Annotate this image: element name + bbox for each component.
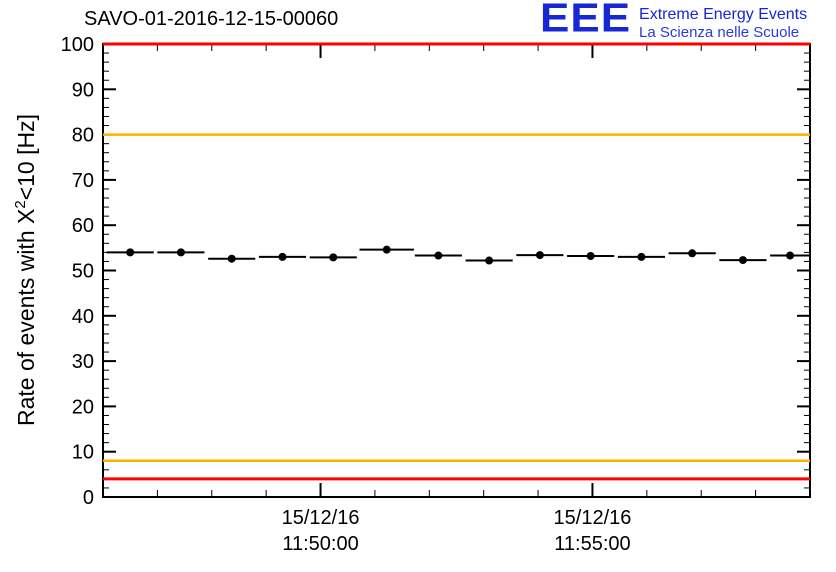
y-tick-label: 30: [72, 351, 94, 373]
logo-line-2: La Scienza nelle Scuole: [639, 24, 800, 41]
data-point: [535, 251, 544, 260]
y-tick-label: 20: [72, 396, 94, 418]
data-point: [637, 252, 646, 261]
y-tick-label: 60: [72, 215, 94, 237]
eee-logo: EEE Extreme Energy Events La Scienza nel…: [540, 0, 807, 42]
y-tick-label: 10: [72, 442, 94, 464]
data-point: [227, 254, 236, 263]
logo-line-1: Extreme Energy Events: [639, 6, 808, 23]
data-point: [786, 251, 795, 260]
chart-title: SAVO-01-2016-12-15-00060: [84, 8, 339, 30]
series-rate: [106, 245, 810, 265]
y-tick-label: 70: [72, 170, 94, 192]
data-point: [176, 248, 185, 257]
x-tick-date: 15/12/16: [554, 507, 632, 529]
y-tick-label: 40: [72, 306, 94, 328]
axis-ticks: [103, 43, 810, 498]
y-tick-label: 90: [72, 79, 94, 101]
data-point: [434, 251, 443, 260]
data-point: [329, 253, 338, 262]
y-tick-label: 50: [72, 261, 94, 283]
x-tick-time: 11:55:00: [554, 533, 630, 555]
y-tick-labels: 0 10 20 30 40 50 60 70 80 90 100: [61, 34, 94, 509]
x-tick-labels: 15/12/16 11:50:00 15/12/16 11:55:00: [282, 507, 632, 555]
data-point: [126, 248, 135, 257]
plot-frame: [102, 43, 811, 498]
data-point: [485, 256, 494, 265]
data-point: [278, 252, 287, 261]
y-tick-label: 80: [72, 125, 94, 147]
reference-lines: [103, 42, 810, 481]
y-tick-label: 100: [61, 34, 94, 56]
x-tick-date: 15/12/16: [282, 507, 360, 529]
data-point: [382, 245, 391, 254]
y-tick-label: 0: [83, 487, 94, 509]
data-point: [738, 256, 747, 265]
eee-logo-subtitle: Extreme Energy Events La Scienza nelle S…: [639, 0, 807, 42]
data-point: [586, 252, 595, 261]
eee-logo-text: EEE: [540, 0, 632, 41]
x-tick-time: 11:50:00: [282, 533, 358, 555]
data-point: [688, 249, 697, 258]
